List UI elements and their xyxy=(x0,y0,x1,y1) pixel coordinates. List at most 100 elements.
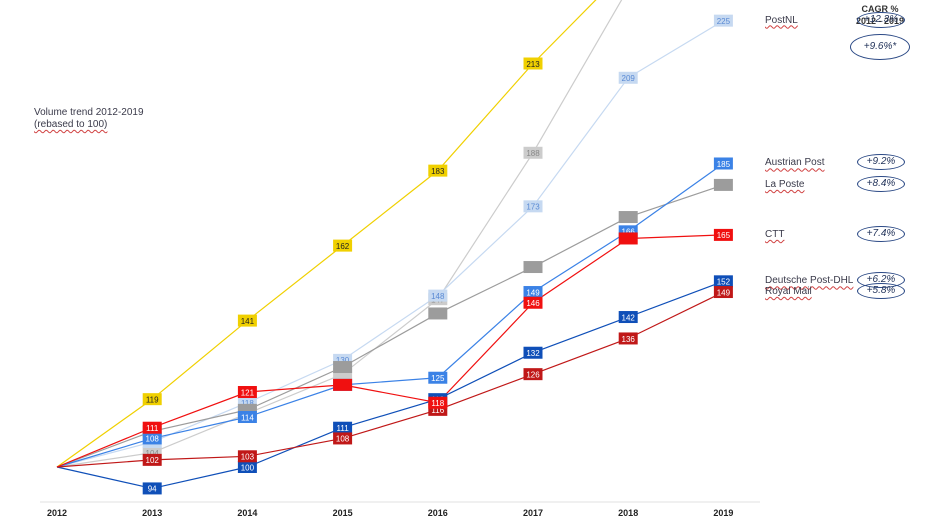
data-label-text: 116 xyxy=(431,406,444,415)
data-label-text: 108 xyxy=(336,435,350,444)
data-label: 213 xyxy=(523,57,543,70)
data-label: 108 xyxy=(142,432,162,445)
data-label: 149 xyxy=(523,286,543,299)
data-label-box xyxy=(333,378,353,391)
data-label-text: 126 xyxy=(526,370,540,379)
data-label: 118 xyxy=(428,396,448,409)
data-label-box xyxy=(142,453,162,466)
data-label-box xyxy=(618,332,638,345)
data-label-text: 111 xyxy=(337,424,350,433)
data-label-text: 104 xyxy=(146,449,160,458)
data-label: 111 xyxy=(333,421,353,434)
data-label-text: 130 xyxy=(336,356,350,365)
data-label-box xyxy=(523,296,543,309)
legend-item-2: PostNL xyxy=(765,14,798,26)
data-label-text: 146 xyxy=(526,299,540,308)
data-label-text: 102 xyxy=(146,456,160,465)
data-label-box xyxy=(523,346,543,359)
cagr-badge-2: +12.3% xyxy=(857,11,905,28)
data-label: 148 xyxy=(428,289,448,302)
legend-item-6: Deutsche Post-DHL xyxy=(765,275,854,287)
data-label-text: 118 xyxy=(241,399,254,408)
data-label-box xyxy=(333,239,353,252)
data-label-box xyxy=(713,275,733,288)
data-label-text: 213 xyxy=(526,60,540,69)
data-label-box xyxy=(142,432,162,445)
chart-subtitle: (rebased to 100) xyxy=(34,119,108,130)
series-line-3 xyxy=(56,162,724,468)
data-label: 102 xyxy=(142,453,162,466)
data-label: 183 xyxy=(428,164,448,177)
data-label-box xyxy=(333,361,353,374)
x-tick-label: 2017 xyxy=(523,508,543,518)
data-label-text: 188 xyxy=(526,149,540,158)
data-label: 146 xyxy=(523,296,543,309)
data-label: 132 xyxy=(523,346,543,359)
data-label-text: 121 xyxy=(241,388,255,397)
data-label-text: 149 xyxy=(717,288,731,297)
data-label-box xyxy=(142,482,162,495)
data-label xyxy=(333,361,353,374)
data-label-text: 114 xyxy=(241,413,254,422)
x-tick-label: 2019 xyxy=(713,508,733,518)
chart-title-block: Volume trend 2012-2019 (rebased to 100) xyxy=(34,107,144,131)
data-label xyxy=(713,178,733,191)
data-label-text: 165 xyxy=(717,231,731,240)
data-label: 100 xyxy=(237,461,257,473)
data-label: 141 xyxy=(237,314,257,327)
legend-item-3: Austrian Post xyxy=(765,157,825,169)
data-label: 108 xyxy=(333,432,353,445)
legend-item-7: Royal Mail xyxy=(765,286,812,298)
data-label-text: 148 xyxy=(431,292,445,301)
data-label: 142 xyxy=(618,311,638,324)
data-label-box xyxy=(618,311,638,324)
data-label: 162 xyxy=(333,239,353,252)
data-label-text: 209 xyxy=(622,74,636,83)
data-label-text: 118 xyxy=(431,399,444,408)
data-label-box xyxy=(523,261,543,274)
data-label: 185 xyxy=(713,157,733,170)
cagr-badge-3: +9.2% xyxy=(857,154,905,171)
data-label-box xyxy=(713,178,733,191)
series-line-7 xyxy=(56,291,724,468)
cagr-average-badge: +9.6%* xyxy=(850,34,910,60)
data-label-box xyxy=(713,228,733,241)
data-label-box xyxy=(428,371,448,384)
data-label-box xyxy=(428,307,448,320)
data-label-text: 149 xyxy=(526,288,540,297)
data-label xyxy=(333,378,353,391)
data-label-box xyxy=(237,386,257,399)
data-label-text: 125 xyxy=(431,374,445,383)
data-label: 94 xyxy=(142,482,162,495)
data-label-text: 100 xyxy=(241,463,255,472)
data-label-box xyxy=(333,432,353,445)
data-label-text: 94 xyxy=(148,485,157,494)
data-label-text: 166 xyxy=(622,228,636,237)
data-label-box xyxy=(428,164,448,177)
data-label-box xyxy=(713,286,733,299)
data-label: 173 xyxy=(523,200,543,213)
data-label-box xyxy=(428,289,448,302)
data-label: 111 xyxy=(142,421,162,434)
data-label: 149 xyxy=(713,286,733,299)
data-label: 125 xyxy=(428,371,448,384)
data-label-box xyxy=(237,461,257,473)
data-label-text: 225 xyxy=(717,17,731,26)
series-line-1 xyxy=(56,0,623,468)
cagr-badge-5: +7.4% xyxy=(857,225,905,242)
data-label-text: 162 xyxy=(336,242,350,251)
series-line-4 xyxy=(56,184,724,468)
x-tick-label: 2015 xyxy=(333,508,353,518)
legend-item-4: La Poste xyxy=(765,178,805,190)
data-label-box xyxy=(333,421,353,434)
data-label-text: 173 xyxy=(526,203,540,212)
data-label-box xyxy=(618,232,638,245)
data-label-box xyxy=(713,14,733,27)
x-tick-label: 2018 xyxy=(618,508,638,518)
chart-title: Volume trend 2012-2019 xyxy=(34,107,144,118)
data-label: 114 xyxy=(237,411,257,424)
data-label-box xyxy=(237,411,257,424)
data-label-text: 141 xyxy=(241,317,255,326)
data-label: 188 xyxy=(523,146,543,159)
